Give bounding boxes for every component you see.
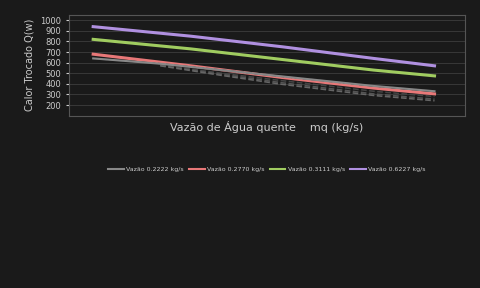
Vazão 0.3111 kg/s (371, 68, 376, 72)
Vazão 0.2222 kg/s (432, 90, 437, 93)
Y-axis label: Calor Trocado Q(w): Calor Trocado Q(w) (24, 19, 35, 111)
Vazão 0.6227 kg/s (279, 45, 285, 48)
Vazão 0.6227 kg/s (371, 57, 376, 60)
Vazão 0.3111 kg/s (279, 58, 285, 61)
Line: Vazão 0.2770 kg/s: Vazão 0.2770 kg/s (93, 54, 434, 94)
Legend: Vazão 0.2222 kg/s, Vazão 0.2770 kg/s, Vazão 0.3111 kg/s, Vazão 0.6227 kg/s: Vazão 0.2222 kg/s, Vazão 0.2770 kg/s, Va… (106, 164, 428, 175)
Vazão 0.6227 kg/s (432, 64, 437, 68)
Vazão 0.3111 kg/s (90, 38, 96, 41)
Vazão 0.2222 kg/s (157, 62, 163, 65)
Vazão 0.2770 kg/s (432, 92, 437, 96)
Line: Vazão 0.3111 kg/s: Vazão 0.3111 kg/s (93, 39, 434, 76)
Vazão 0.2770 kg/s (279, 76, 285, 79)
Vazão 0.2770 kg/s (188, 64, 193, 68)
Vazão 0.2222 kg/s (90, 57, 96, 60)
Vazão 0.3111 kg/s (432, 74, 437, 77)
Vazão 0.2222 kg/s (279, 75, 285, 78)
Line: Vazão 0.2222 kg/s: Vazão 0.2222 kg/s (93, 58, 434, 91)
Vazão 0.2770 kg/s (371, 86, 376, 90)
Vazão 0.2222 kg/s (218, 68, 224, 72)
X-axis label: Vazão de Água quente    mq (kg/s): Vazão de Água quente mq (kg/s) (170, 121, 363, 133)
Vazão 0.6227 kg/s (90, 25, 96, 29)
Vazão 0.2770 kg/s (90, 52, 96, 56)
Line: Vazão 0.6227 kg/s: Vazão 0.6227 kg/s (93, 27, 434, 66)
Vazão 0.2222 kg/s (371, 84, 376, 88)
Vazão 0.6227 kg/s (188, 35, 193, 38)
Vazão 0.3111 kg/s (188, 47, 193, 51)
